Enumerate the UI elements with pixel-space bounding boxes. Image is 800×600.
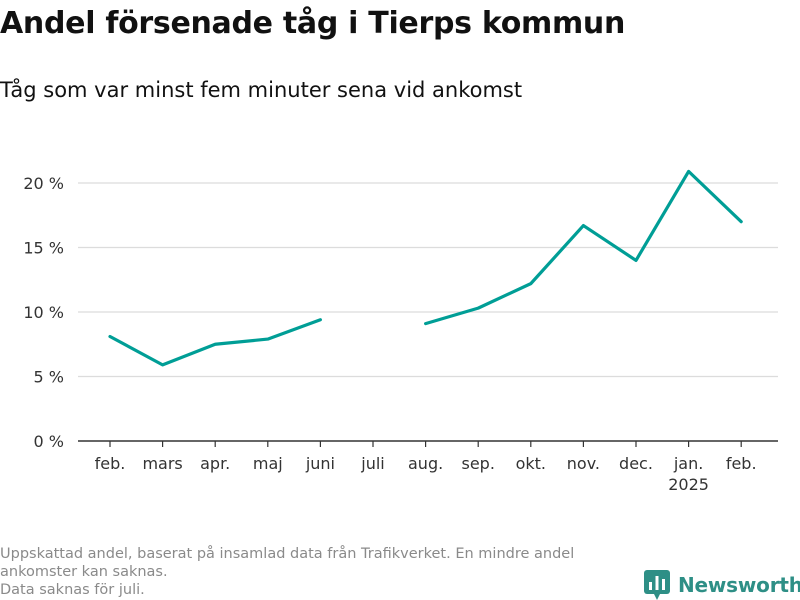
x-tick-label: aug. xyxy=(408,454,443,473)
x-tick-label: mars xyxy=(142,454,182,473)
x-tick-label: sep. xyxy=(461,454,494,473)
x-year-label: 2025 xyxy=(668,475,709,494)
footnote-line: ankomster kan saknas. xyxy=(0,564,168,580)
x-tick-label: apr. xyxy=(200,454,230,473)
series-line xyxy=(108,169,743,367)
x-tick-label: juli xyxy=(360,454,384,473)
y-tick-label: 15 % xyxy=(23,239,64,258)
brand-logo: Newsworthy xyxy=(644,570,800,600)
y-tick-label: 20 % xyxy=(23,174,64,193)
x-axis-ticks: feb. mars apr. maj juni juli aug. sep. okt. nov. d… xyxy=(95,441,757,494)
chart-subtitle: Tåg som var minst fem minuter sena vid a… xyxy=(0,78,523,102)
y-tick-label: 0 % xyxy=(34,432,64,451)
y-tick-label: 5 % xyxy=(34,368,64,387)
x-tick-label: dec. xyxy=(619,454,653,473)
chart-title: Andel försenade tåg i Tierps kommun xyxy=(0,6,626,41)
y-tick-label: 10 % xyxy=(23,303,64,322)
x-tick-label: feb. xyxy=(95,454,126,473)
y-axis-ticks: 0 % 5 % 10 % 15 % 20 % xyxy=(23,174,64,451)
footnote-line: Uppskattad andel, baserat på insamlad da… xyxy=(0,546,575,562)
brand-name: Newsworthy xyxy=(678,573,800,597)
series-line-segment xyxy=(108,318,322,367)
x-tick-label: nov. xyxy=(567,454,600,473)
x-tick-label: feb. xyxy=(726,454,757,473)
gridlines xyxy=(78,182,778,378)
x-tick-label: maj xyxy=(253,454,283,473)
x-tick-label: juni xyxy=(305,454,335,473)
series-line-segment xyxy=(424,169,743,326)
footnote-line: Data saknas för juli. xyxy=(0,582,145,598)
bar-chart-logo-icon xyxy=(644,570,670,600)
x-tick-label: jan. xyxy=(673,454,703,473)
footnote: Uppskattad andel, baserat på insamlad da… xyxy=(0,545,630,599)
x-tick-label: okt. xyxy=(516,454,546,473)
